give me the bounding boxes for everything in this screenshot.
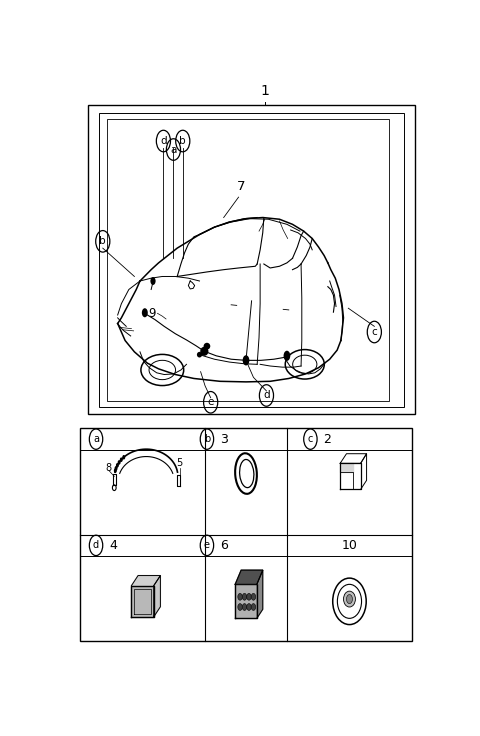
Ellipse shape [200,347,208,355]
Circle shape [142,308,148,317]
Bar [88,105,415,414]
Circle shape [116,463,119,467]
Polygon shape [132,576,160,586]
Polygon shape [132,586,154,617]
Text: e: e [204,540,210,551]
Bar [107,119,389,401]
Circle shape [347,595,352,604]
Circle shape [247,604,251,610]
Circle shape [238,593,242,601]
Ellipse shape [197,352,202,358]
Circle shape [247,593,251,601]
Text: c: c [372,327,377,337]
Text: d: d [263,391,270,400]
Circle shape [115,466,118,470]
Text: a: a [93,434,99,444]
Text: 9: 9 [148,307,156,320]
Circle shape [120,458,123,462]
Circle shape [118,460,120,464]
Polygon shape [235,584,257,618]
Polygon shape [235,570,263,584]
Text: a: a [170,144,177,155]
Text: 10: 10 [342,539,358,552]
Text: b: b [99,236,106,247]
Circle shape [238,604,242,610]
Circle shape [242,593,247,601]
Text: 3: 3 [220,433,228,445]
Text: b: b [180,136,186,146]
Circle shape [251,593,256,601]
Text: c: c [308,434,313,444]
Circle shape [114,468,117,473]
Text: d: d [160,136,167,146]
Text: d: d [93,540,99,551]
Circle shape [242,604,247,610]
Ellipse shape [204,343,210,350]
Text: e: e [207,397,214,407]
Polygon shape [154,576,160,617]
Circle shape [122,455,125,459]
Bar [81,428,411,641]
Text: 7: 7 [237,180,245,193]
Text: 2: 2 [324,433,331,445]
Text: 4: 4 [109,539,117,552]
Circle shape [243,355,249,366]
Bar [99,113,404,407]
Circle shape [251,604,256,610]
Text: 6: 6 [220,539,228,552]
Ellipse shape [344,591,355,607]
Polygon shape [340,464,353,473]
Text: b: b [204,434,210,444]
Text: 5: 5 [177,459,183,468]
Text: 1: 1 [260,84,269,98]
Text: 8: 8 [105,463,111,473]
Circle shape [284,351,290,361]
Circle shape [150,277,156,285]
Polygon shape [257,570,263,618]
